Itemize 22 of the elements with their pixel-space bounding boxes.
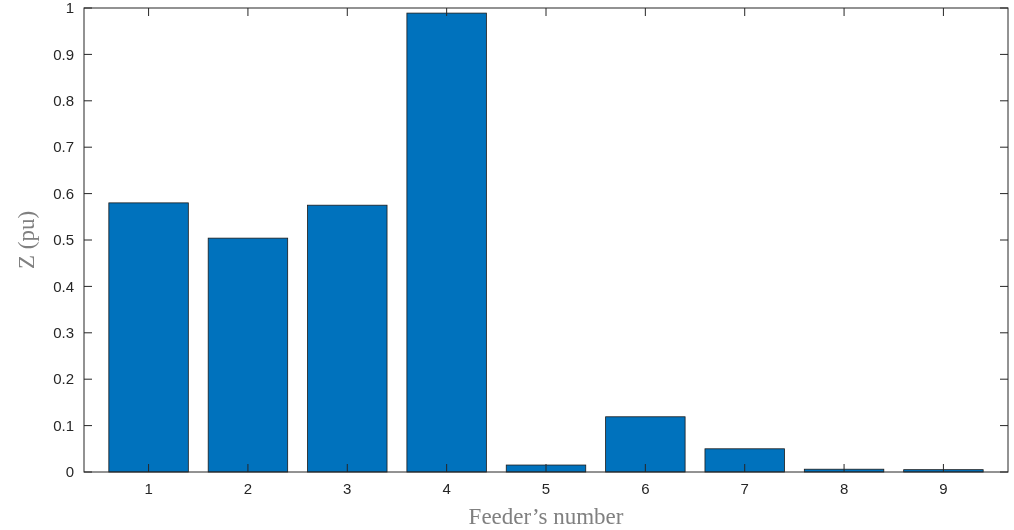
y-tick-label: 0.5 — [53, 231, 74, 249]
x-tick-label: 2 — [243, 480, 253, 497]
x-axis-title: Feeder’s number — [468, 504, 624, 529]
y-tick-label: 1 — [65, 0, 74, 17]
y-tick-label: 0.3 — [53, 324, 74, 342]
x-tick-label: 9 — [939, 480, 948, 497]
y-axis-title: Z (pu) — [14, 210, 39, 270]
x-tick-label: 6 — [641, 480, 650, 497]
x-tick-label: 4 — [442, 480, 451, 497]
x-tick-label: 1 — [144, 480, 153, 497]
y-tick-label: 0.8 — [53, 92, 74, 110]
x-tick-label: 7 — [740, 480, 749, 497]
x-tick-label: 3 — [343, 480, 352, 497]
y-tick-label: 0.7 — [53, 138, 74, 156]
y-tick-label: 0.2 — [53, 370, 74, 388]
y-tick-label: 0.1 — [53, 416, 74, 434]
y-tick-label: 0 — [65, 463, 74, 481]
y-tick-label: 0.4 — [53, 277, 74, 295]
y-tick-label: 0.9 — [53, 45, 74, 63]
y-tick-label: 0.6 — [53, 184, 74, 202]
x-tick-label: 5 — [541, 480, 551, 497]
x-tick-label: 8 — [839, 480, 849, 497]
